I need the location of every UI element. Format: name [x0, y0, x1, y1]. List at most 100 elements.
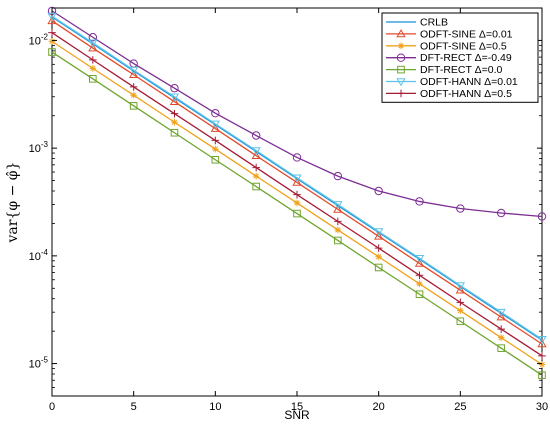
plus-marker — [252, 163, 260, 172]
star-marker — [334, 226, 342, 234]
plus-marker — [538, 352, 546, 360]
circle-marker — [88, 33, 98, 42]
star-marker — [538, 361, 546, 368]
y-tick-label: 10-2 — [29, 32, 49, 47]
triangle-down-marker — [496, 308, 506, 317]
triangle-down-marker — [47, 12, 57, 21]
triangle-marker — [396, 29, 406, 38]
y-axis-label: var{φ − φ̂} — [5, 162, 21, 244]
triangle-down-marker — [333, 201, 343, 210]
plus-marker — [374, 244, 383, 252]
series-6 — [48, 28, 546, 360]
plus-marker — [497, 325, 505, 333]
series-4 — [48, 48, 546, 379]
legend-label: DFT-RECT Δ=0.0 — [420, 64, 503, 76]
circle-marker — [415, 197, 424, 206]
star-marker — [375, 253, 382, 261]
legend-label: ODFT-HANN Δ=0.5 — [420, 88, 512, 100]
square-marker — [538, 371, 546, 379]
circle-marker — [496, 208, 506, 218]
square-marker — [129, 102, 138, 110]
y-tick-label: 10-3 — [29, 140, 49, 155]
circle-marker — [211, 109, 220, 118]
star-marker — [416, 280, 423, 288]
plus-marker — [89, 56, 97, 64]
legend-label: ODFT-SINE Δ=0.01 — [420, 28, 513, 40]
triangle-down-marker — [88, 39, 98, 48]
legend-entry-3: DFT-RECT Δ=-0.49 — [386, 52, 512, 64]
star-marker — [397, 42, 405, 50]
triangle-down-marker — [210, 120, 220, 129]
square-marker — [497, 344, 505, 352]
plus-marker — [397, 89, 405, 98]
series-line — [51, 15, 543, 340]
x-tick-label: 30 — [536, 401, 548, 413]
square-marker — [293, 209, 301, 218]
triangle-marker — [537, 339, 547, 348]
legend-entry-2: ODFT-SINE Δ=0.5 — [386, 40, 507, 52]
plus-marker — [415, 271, 424, 280]
plus-marker — [129, 83, 138, 91]
series-2 — [48, 38, 546, 368]
triangle-marker — [333, 204, 343, 213]
series-3 — [47, 6, 547, 221]
triangle-down-marker — [169, 93, 180, 102]
x-tick-label: 5 — [131, 401, 137, 413]
plus-marker — [170, 109, 179, 118]
square-marker — [211, 155, 220, 164]
triangle-down-marker — [396, 78, 406, 87]
triangle-down-marker — [292, 174, 302, 183]
triangle-down-marker — [537, 336, 547, 345]
series-layer — [47, 6, 547, 379]
legend-label: ODFT-SINE Δ=0.5 — [420, 40, 507, 52]
star-marker — [457, 307, 464, 314]
plus-marker — [48, 28, 56, 37]
plus-marker — [456, 298, 465, 307]
legend-label: CRLB — [420, 17, 448, 29]
triangle-marker — [414, 258, 425, 267]
legend-entry-1: ODFT-SINE Δ=0.01 — [386, 28, 513, 40]
square-marker — [252, 182, 260, 191]
plus-marker — [334, 217, 342, 226]
circle-marker — [456, 204, 465, 213]
plus-marker — [211, 136, 220, 145]
x-tick-label: 25 — [454, 401, 466, 413]
square-marker — [374, 263, 383, 272]
triangle-marker — [292, 177, 302, 186]
triangle-marker — [47, 16, 57, 25]
triangle-marker — [374, 231, 384, 240]
triangle-marker — [129, 69, 139, 79]
circle-marker — [292, 153, 302, 162]
triangle-marker — [496, 312, 506, 321]
triangle-marker — [88, 43, 98, 52]
circle-marker — [170, 84, 179, 93]
triangle-marker — [169, 96, 180, 105]
triangle-marker — [251, 150, 261, 160]
series-5 — [47, 12, 547, 345]
triangle-marker — [455, 285, 465, 294]
circle-marker — [537, 212, 547, 221]
x-axis-label: SNR — [284, 408, 310, 422]
y-tick-label: 10-5 — [29, 356, 49, 371]
circle-marker — [333, 171, 343, 181]
star-marker — [212, 145, 219, 153]
series-line — [51, 10, 543, 218]
square-marker — [89, 75, 97, 83]
square-marker — [397, 65, 405, 74]
circle-marker — [251, 131, 261, 140]
legend-entry-6: ODFT-HANN Δ=0.5 — [386, 88, 512, 100]
circle-marker — [374, 186, 383, 196]
triangle-marker — [210, 123, 220, 132]
y-tick-label: 10-4 — [29, 248, 49, 263]
triangle-down-marker — [414, 254, 425, 264]
star-marker — [252, 172, 260, 180]
star-marker — [293, 199, 301, 207]
legend-label: DFT-RECT Δ=-0.49 — [420, 52, 512, 64]
star-marker — [130, 91, 137, 99]
circle-marker — [396, 53, 406, 62]
triangle-down-marker — [251, 147, 261, 156]
circle-marker — [47, 6, 57, 16]
